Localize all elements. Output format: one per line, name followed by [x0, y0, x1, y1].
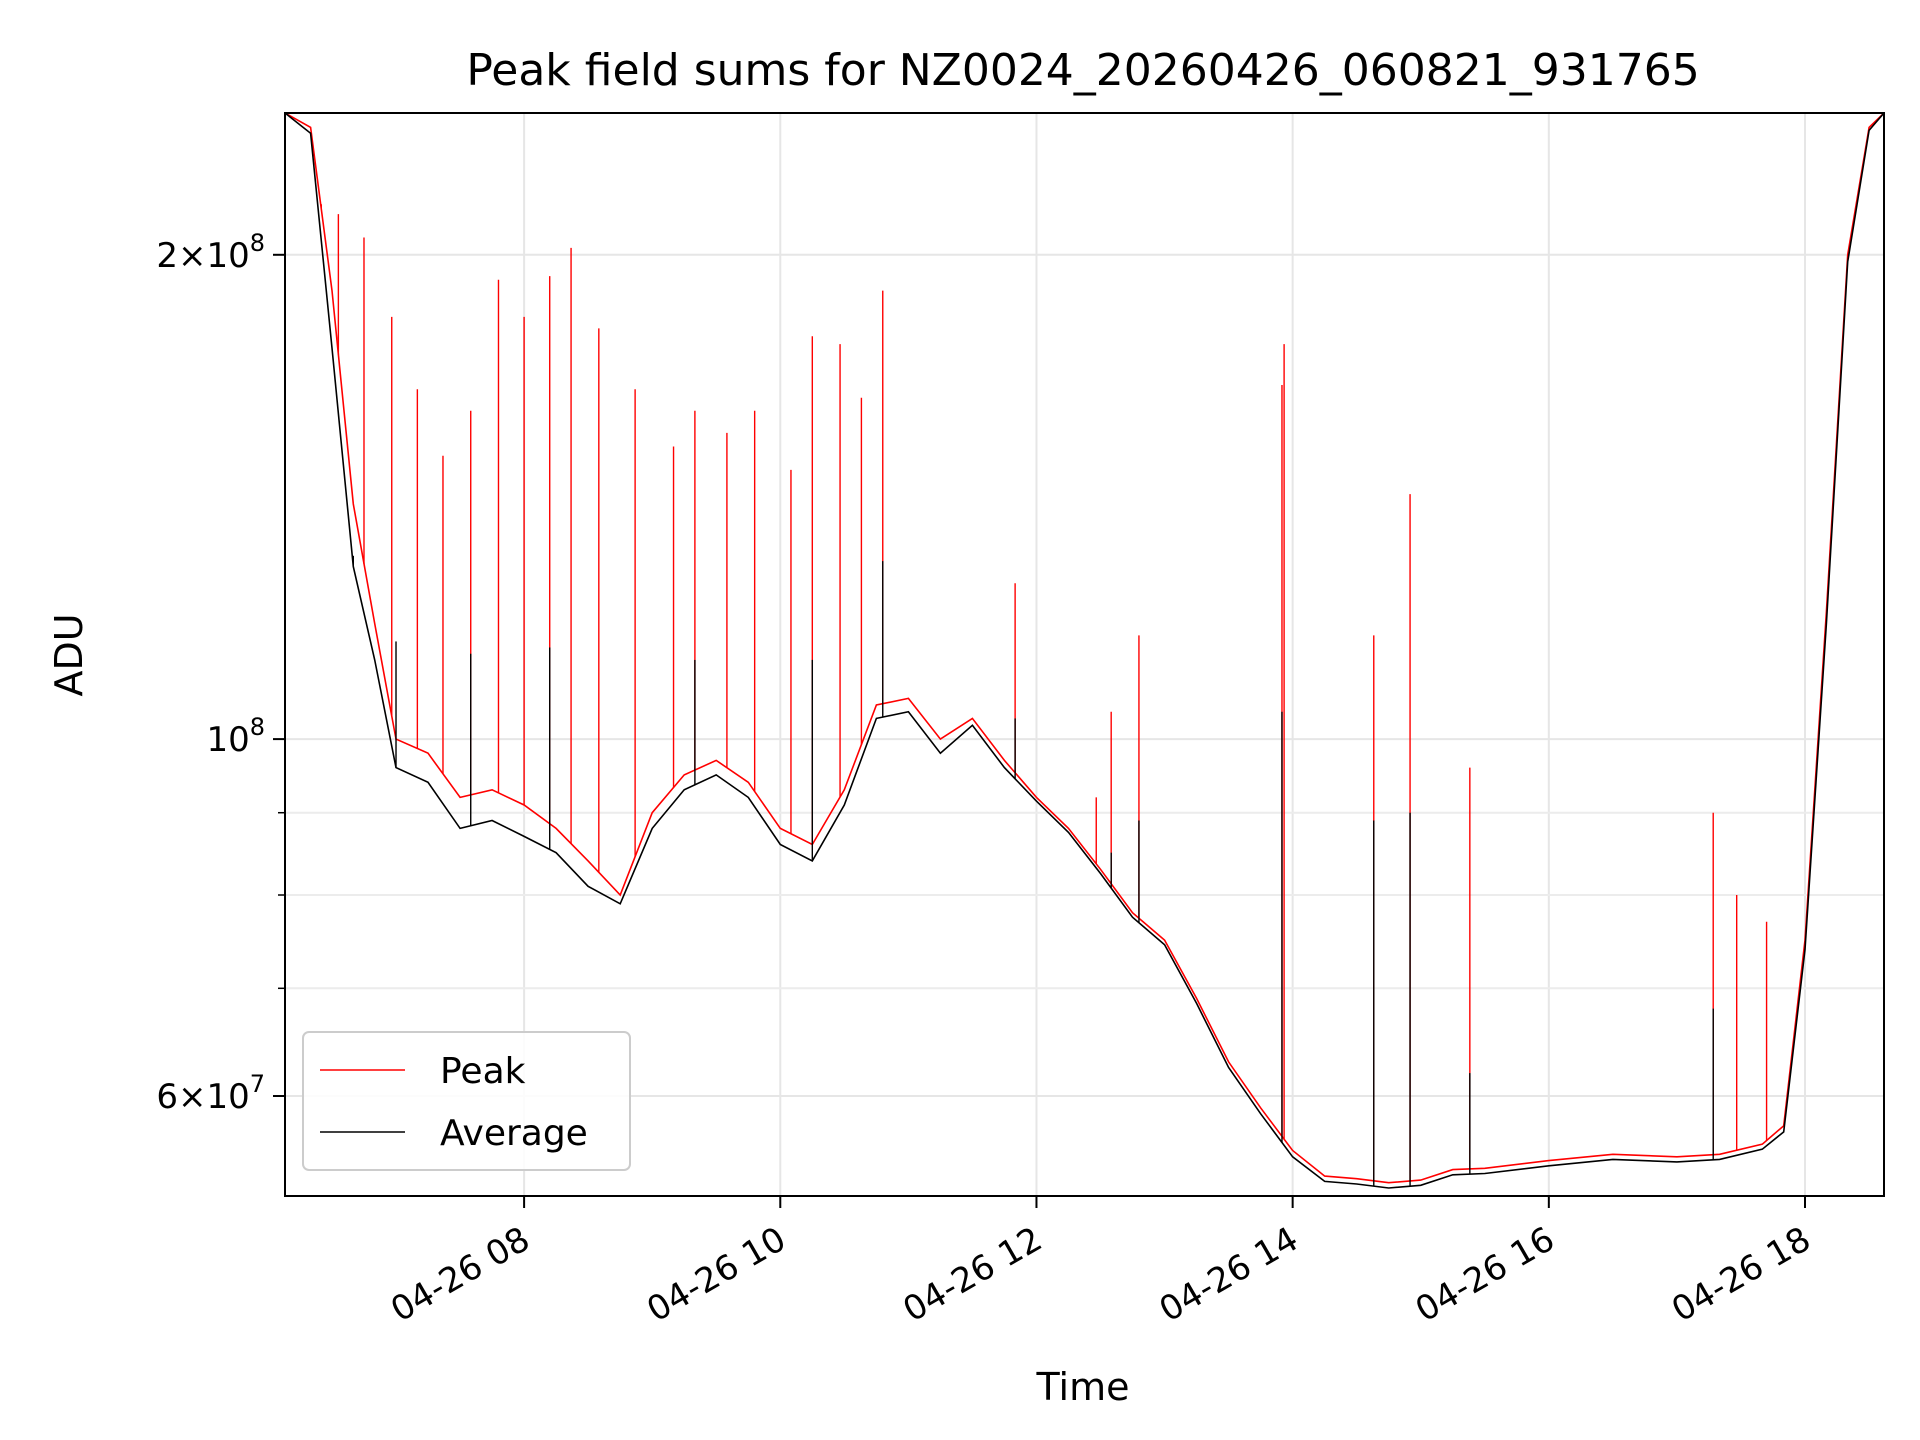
- legend: Peak Average: [302, 1031, 631, 1171]
- x-axis-label: Time: [1036, 1365, 1130, 1409]
- series-line-average: [285, 113, 1884, 1189]
- series-peak: [285, 113, 1884, 1184]
- series-average: [285, 113, 1884, 1189]
- y-axis-label: ADU: [47, 613, 91, 696]
- legend-box: [302, 1031, 631, 1171]
- plot-frame: [284, 112, 1885, 1197]
- y-tick-label: 6×107: [156, 1070, 265, 1117]
- y-tick-label: 2×108: [156, 229, 265, 276]
- y-tick-label: 108: [206, 713, 265, 760]
- legend-label-peak: Peak: [440, 1051, 526, 1092]
- legend-label-average: Average: [440, 1113, 588, 1154]
- series-line-peak: [285, 113, 1884, 1184]
- chart-title: Peak field sums for NZ0024_20260426_0608…: [466, 45, 1699, 96]
- series-layer: [285, 113, 1884, 1189]
